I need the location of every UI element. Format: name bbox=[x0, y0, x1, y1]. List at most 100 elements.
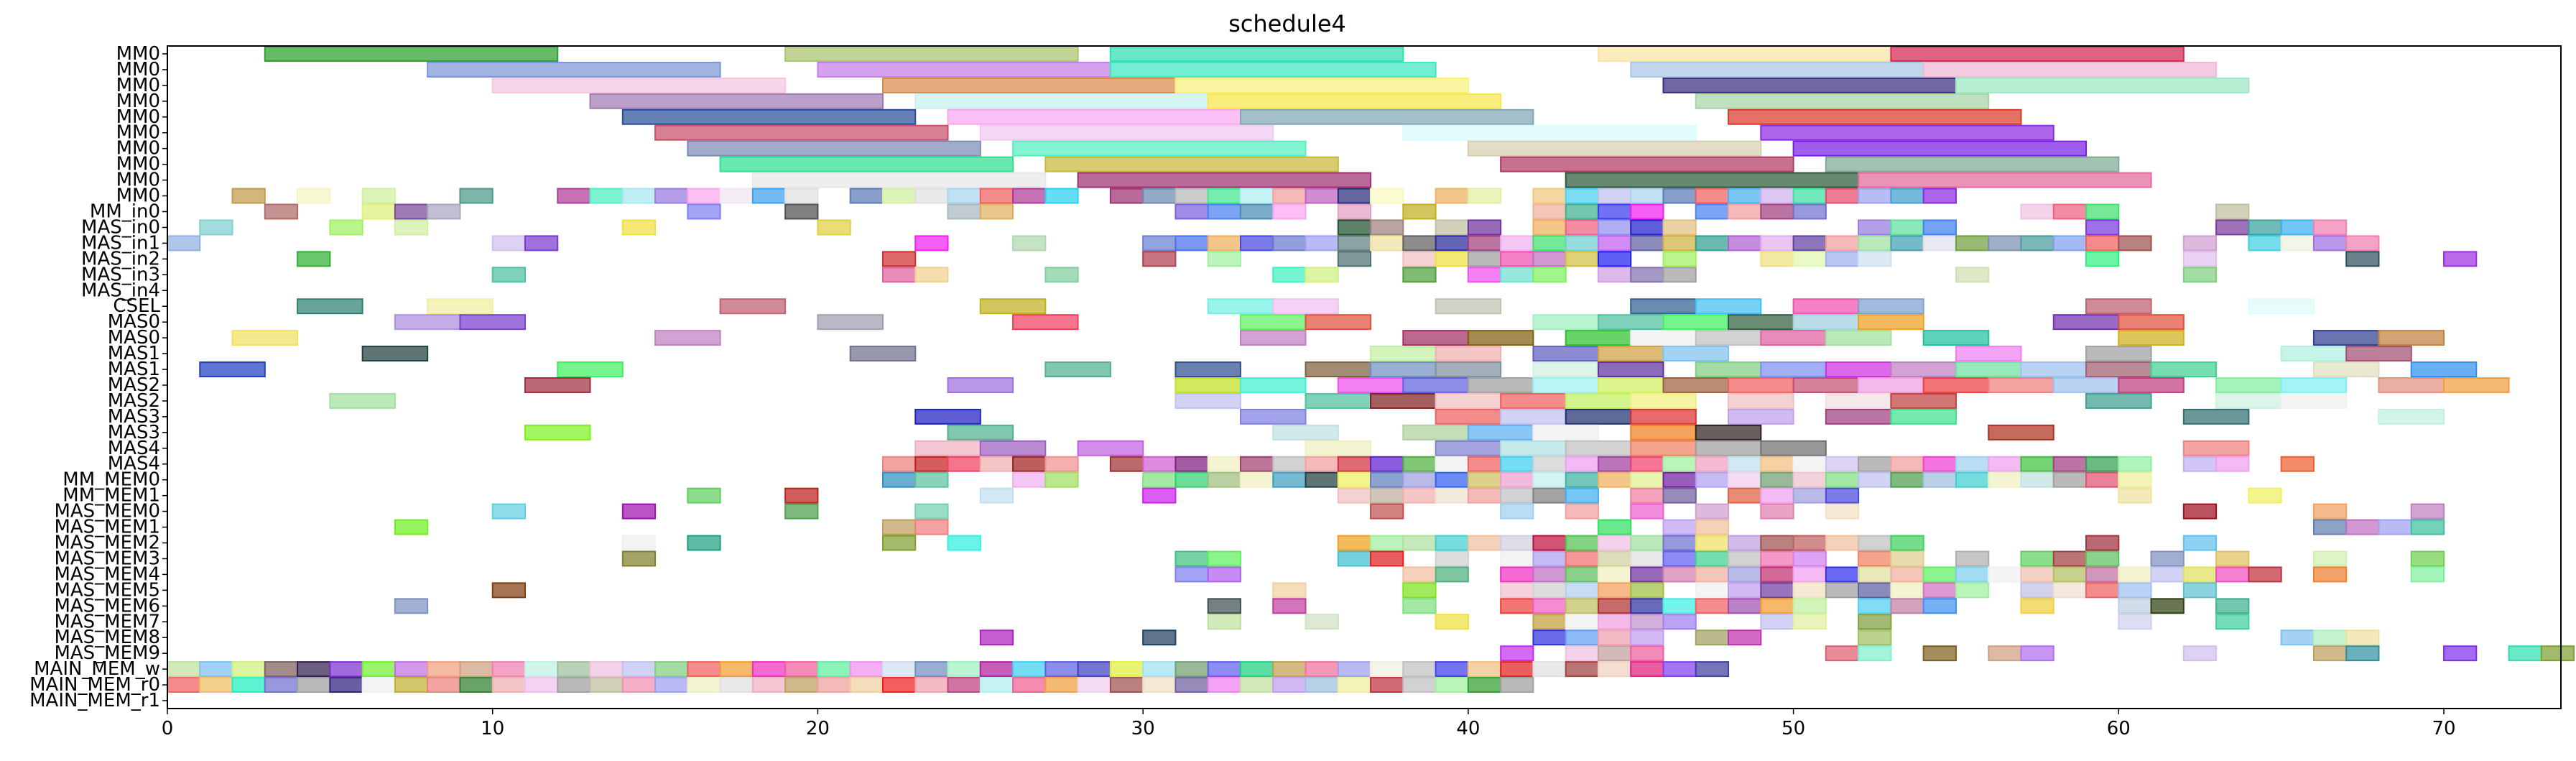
y-tick-label: MAS4 bbox=[108, 438, 160, 459]
gantt-bar bbox=[1955, 566, 1990, 583]
gantt-bar bbox=[1109, 46, 1404, 62]
gantt-bar bbox=[1565, 188, 1599, 204]
gantt-bar bbox=[1890, 361, 1957, 377]
gantt-bar bbox=[1565, 172, 1860, 188]
gantt-bar bbox=[1077, 661, 1111, 678]
gantt-bar bbox=[1272, 456, 1307, 472]
gantt-bar bbox=[1337, 251, 1372, 267]
gantt-bar bbox=[1532, 346, 1599, 362]
gantt-bar bbox=[589, 93, 884, 109]
gantt-bar bbox=[1890, 471, 1924, 488]
gantt-bar bbox=[1825, 235, 1860, 252]
gantt-bar bbox=[1890, 235, 1924, 252]
gantt-bar bbox=[849, 661, 884, 678]
gantt-bar bbox=[1858, 535, 1892, 551]
gantt-bar bbox=[1239, 408, 1307, 425]
gantt-bar bbox=[1630, 235, 1664, 252]
gantt-bar bbox=[2248, 566, 2282, 583]
gantt-bar bbox=[1695, 471, 1730, 488]
gantt-bar bbox=[1272, 203, 1307, 220]
gantt-bar bbox=[1695, 661, 1730, 678]
gantt-bar bbox=[1890, 582, 1924, 599]
gantt-bar bbox=[881, 519, 917, 535]
gantt-bar bbox=[2085, 298, 2152, 315]
gantt-bar bbox=[1728, 377, 1794, 393]
gantt-bar bbox=[1890, 598, 1924, 614]
gantt-bar bbox=[1565, 661, 1599, 678]
gantt-bar bbox=[297, 677, 331, 693]
gantt-bar bbox=[361, 661, 396, 678]
gantt-bar bbox=[1565, 503, 1599, 520]
gantt-bar bbox=[1500, 503, 1534, 520]
x-axis-ticks: 0 10 20 30 40 50 60 70 bbox=[162, 709, 2456, 739]
gantt-bar bbox=[1532, 314, 1599, 331]
gantt-bar bbox=[1695, 424, 1762, 441]
gantt-bar bbox=[1662, 661, 1697, 678]
gantt-bar bbox=[2378, 408, 2445, 425]
gantt-bar bbox=[1630, 629, 1664, 646]
gantt-bar bbox=[1435, 566, 1469, 583]
gantt-bar bbox=[1922, 582, 1957, 599]
gantt-bar bbox=[329, 677, 363, 693]
gantt-bar bbox=[1239, 471, 1274, 488]
gantt-bar bbox=[1272, 661, 1307, 678]
gantt-bar bbox=[1597, 46, 1892, 62]
gantt-bar bbox=[1825, 456, 1860, 472]
gantt-bar bbox=[1922, 456, 1957, 472]
gantt-bar bbox=[2052, 314, 2120, 331]
gantt-bar bbox=[2312, 219, 2348, 236]
gantt-bar bbox=[1662, 487, 1697, 504]
gantt-bar bbox=[1955, 267, 1990, 283]
gantt-bar bbox=[1825, 188, 1860, 204]
gantt-bar bbox=[1402, 535, 1437, 551]
gantt-bar bbox=[1337, 550, 1372, 567]
gantt-bar bbox=[621, 219, 657, 236]
gantt-bar bbox=[1402, 661, 1437, 678]
gantt-bar bbox=[1305, 471, 1339, 488]
gantt-bar bbox=[1337, 235, 1372, 252]
gantt-bar bbox=[1597, 582, 1632, 599]
gantt-bar bbox=[1630, 330, 1697, 346]
gantt-bar bbox=[1565, 440, 1632, 456]
x-tick-label: 70 bbox=[2432, 718, 2455, 739]
gantt-bar bbox=[1597, 598, 1632, 614]
gantt-bar bbox=[1728, 203, 1762, 220]
gantt-bar bbox=[1858, 566, 1892, 583]
gantt-bar bbox=[1728, 109, 2022, 125]
gantt-bar bbox=[1858, 235, 1892, 252]
gantt-bar bbox=[1695, 456, 1730, 472]
gantt-bar bbox=[2280, 346, 2348, 362]
gantt-bar bbox=[784, 46, 1079, 62]
gantt-bar bbox=[719, 661, 754, 678]
gantt-bar bbox=[1792, 535, 1827, 551]
gantt-bar bbox=[1012, 235, 1047, 252]
gantt-bar bbox=[914, 93, 1209, 109]
gantt-bar bbox=[1825, 566, 1860, 583]
gantt-bar bbox=[1662, 456, 1697, 472]
gantt-bar bbox=[589, 677, 624, 693]
gantt-bar bbox=[297, 251, 331, 267]
gantt-bar bbox=[1728, 471, 1762, 488]
gantt-bar bbox=[2443, 645, 2478, 662]
gantt-bar bbox=[2020, 550, 2054, 567]
gantt-bar bbox=[1988, 645, 2022, 662]
gantt-bar bbox=[914, 677, 949, 693]
gantt-bar bbox=[1890, 46, 2184, 62]
gantt-bar bbox=[1760, 440, 1827, 456]
gantt-bar bbox=[1825, 156, 2120, 172]
gantt-bar bbox=[2085, 346, 2152, 362]
gantt-bar bbox=[1565, 235, 1599, 252]
gantt-bar bbox=[1370, 219, 1404, 236]
gantt-bar bbox=[1142, 471, 1177, 488]
gantt-bar bbox=[1500, 267, 1534, 283]
gantt-bar bbox=[1662, 219, 1697, 236]
gantt-bar bbox=[2215, 203, 2250, 220]
gantt-bar bbox=[784, 203, 819, 220]
gantt-bar bbox=[1467, 330, 1534, 346]
gantt-bar bbox=[1532, 487, 1567, 504]
gantt-bar bbox=[1532, 661, 1567, 678]
gantt-bar bbox=[1272, 598, 1307, 614]
gantt-bar bbox=[1792, 487, 1827, 504]
gantt-bar bbox=[1467, 677, 1502, 693]
gantt-bar bbox=[881, 77, 1177, 93]
